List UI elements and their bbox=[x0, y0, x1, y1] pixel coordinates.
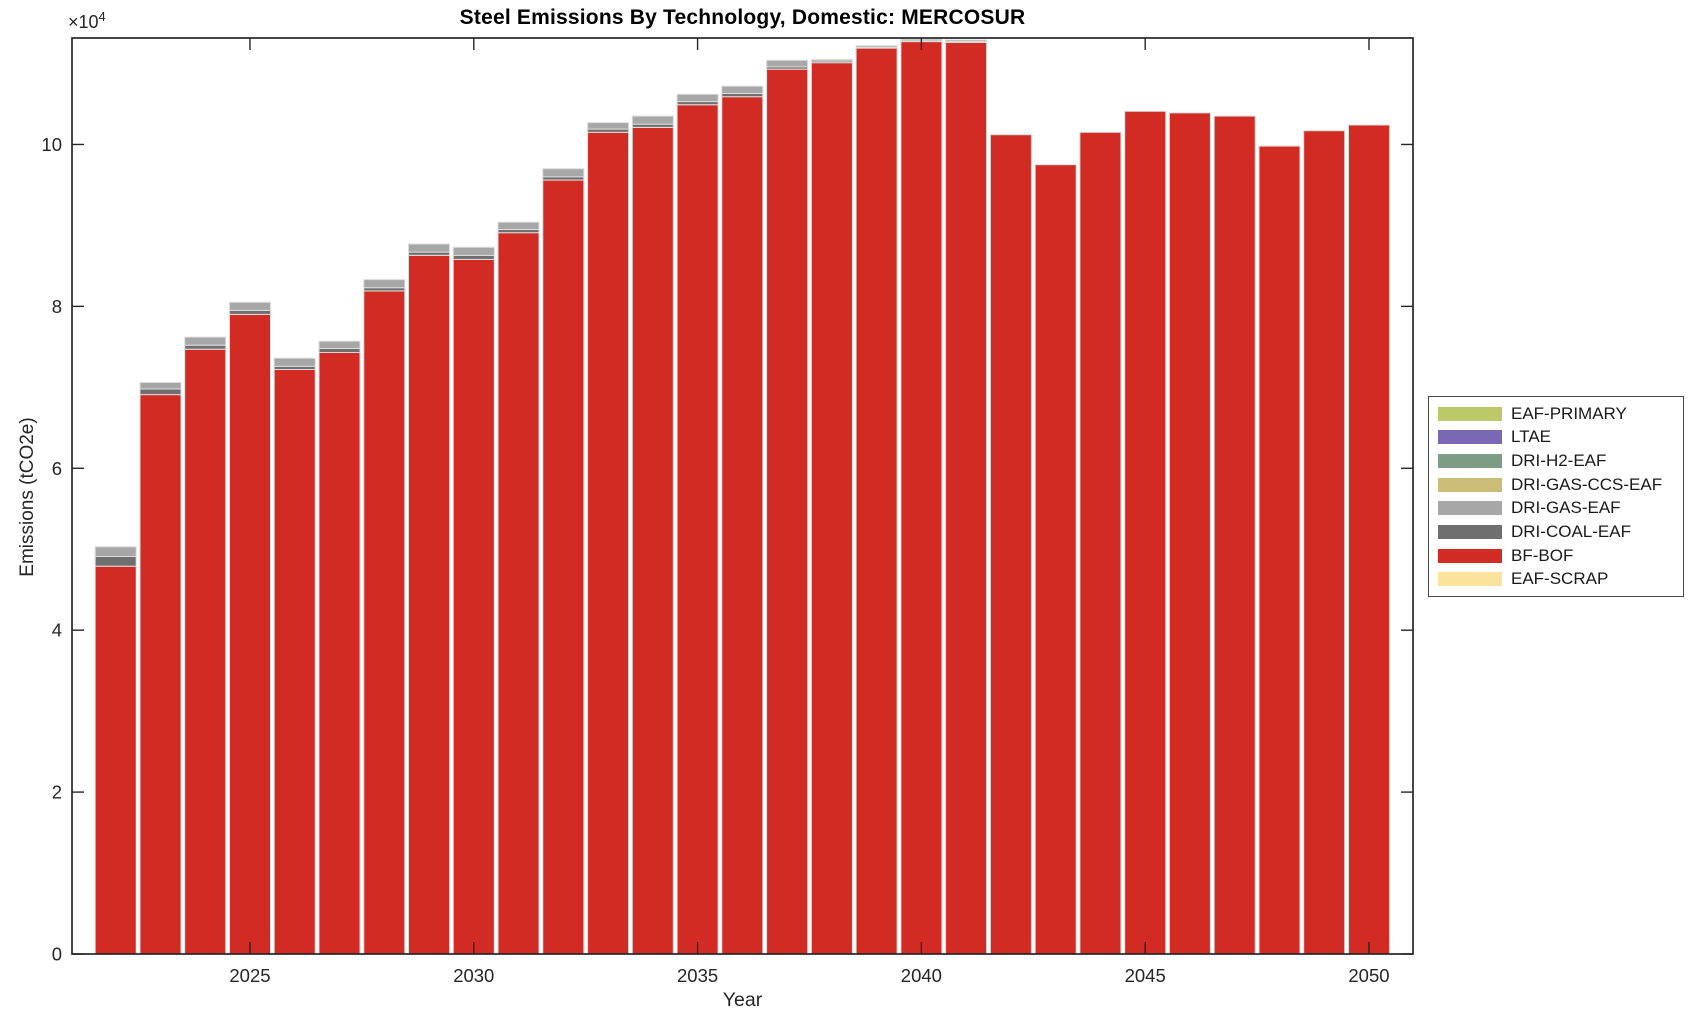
legend-item-eaf-primary: EAF-PRIMARY bbox=[1438, 402, 1683, 426]
bar-segment-bf-bof-2022 bbox=[94, 565, 137, 955]
bar-segment-bf-bof-2037 bbox=[766, 68, 809, 955]
bar-segment-dri-coal-eaf-2023 bbox=[139, 388, 182, 396]
bar-segment-bf-bof-2041 bbox=[945, 42, 988, 955]
legend-label: LTAE bbox=[1511, 427, 1551, 447]
bar-segment-bf-bof-2026 bbox=[273, 369, 316, 955]
y-axis-multiplier-base: ×10 bbox=[68, 12, 99, 32]
bar-segment-bf-bof-2049 bbox=[1303, 130, 1346, 955]
bar-segment-bf-bof-2038 bbox=[810, 62, 853, 955]
x-tick-label: 2050 bbox=[1348, 965, 1389, 986]
legend-label: BF-BOF bbox=[1511, 545, 1574, 565]
x-tick-label: 2035 bbox=[677, 965, 718, 986]
x-tick-label: 2045 bbox=[1125, 965, 1166, 986]
legend-label: DRI-GAS-CCS-EAF bbox=[1511, 474, 1663, 494]
bar-segment-bf-bof-2050 bbox=[1348, 124, 1390, 955]
bar-segment-bf-bof-2032 bbox=[542, 179, 585, 955]
x-tick-label: 2040 bbox=[901, 965, 942, 986]
legend-item-ltae: LTAE bbox=[1438, 426, 1683, 450]
bar-segment-bf-bof-2044 bbox=[1079, 131, 1122, 955]
chart-title: Steel Emissions By Technology, Domestic:… bbox=[459, 6, 1026, 29]
bar-segment-dri-gas-eaf-2030 bbox=[452, 246, 495, 256]
bar-segment-dri-coal-eaf-2027 bbox=[318, 348, 361, 353]
bar-segment-bf-bof-2028 bbox=[363, 290, 406, 955]
bar-segment-dri-gas-eaf-2038 bbox=[810, 59, 853, 62]
bar-segment-bf-bof-2043 bbox=[1034, 164, 1077, 955]
legend-swatch-eaf-primary bbox=[1438, 406, 1502, 421]
legend-item-dri-gas-eaf: DRI-GAS-EAF bbox=[1438, 497, 1683, 521]
bar-segment-dri-coal-eaf-2025 bbox=[229, 309, 271, 315]
bar-segment-dri-gas-eaf-2027 bbox=[318, 340, 361, 350]
y-axis-multiplier: ×104 bbox=[68, 9, 106, 33]
legend-label: DRI-GAS-EAF bbox=[1511, 498, 1621, 518]
bar-segment-bf-bof-2045 bbox=[1124, 110, 1167, 955]
bar-segment-dri-coal-eaf-2024 bbox=[184, 344, 227, 350]
axes-border bbox=[71, 37, 1414, 955]
legend-item-dri-gas-ccs-eaf: DRI-GAS-CCS-EAF bbox=[1438, 473, 1683, 497]
legend-item-dri-h2-eaf: DRI-H2-EAF bbox=[1438, 449, 1683, 473]
bar-segment-bf-bof-2042 bbox=[989, 134, 1032, 955]
y-tick-label: 2 bbox=[52, 782, 62, 803]
x-axis-label: Year bbox=[722, 989, 763, 1011]
y-tick-label: 4 bbox=[52, 620, 62, 641]
bar-segment-dri-gas-eaf-2037 bbox=[766, 59, 809, 68]
bar-segment-bf-bof-2034 bbox=[631, 127, 674, 955]
bar-segment-bf-bof-2030 bbox=[452, 258, 495, 955]
bar-segment-dri-gas-eaf-2041 bbox=[945, 39, 988, 43]
legend-label: EAF-PRIMARY bbox=[1511, 403, 1627, 423]
bar-segment-bf-bof-2048 bbox=[1258, 145, 1301, 955]
y-tick-label: 0 bbox=[52, 944, 62, 965]
legend: EAF-PRIMARY LTAE DRI-H2-EAF DRI-GAS-CCS-EAF… bbox=[1428, 396, 1684, 597]
bar-segment-bf-bof-2046 bbox=[1168, 112, 1211, 955]
bar-segment-dri-gas-eaf-2035 bbox=[676, 93, 719, 103]
legend-swatch-dri-gas-eaf bbox=[1438, 501, 1502, 516]
legend-swatch-ltae bbox=[1438, 430, 1502, 445]
legend-label: DRI-H2-EAF bbox=[1511, 451, 1607, 471]
bar-segment-dri-gas-eaf-2026 bbox=[273, 357, 316, 367]
bar-segment-bf-bof-2040 bbox=[900, 41, 943, 955]
legend-item-bf-bof: BF-BOF bbox=[1438, 544, 1683, 568]
legend-label: DRI-COAL-EAF bbox=[1511, 521, 1631, 541]
bar-segment-dri-gas-eaf-2024 bbox=[184, 336, 227, 346]
legend-swatch-eaf-scrap bbox=[1438, 572, 1502, 587]
y-tick-label: 8 bbox=[52, 296, 62, 317]
y-tick-label: 6 bbox=[52, 458, 62, 479]
legend-swatch-dri-h2-eaf bbox=[1438, 454, 1502, 469]
bar-segment-bf-bof-2029 bbox=[408, 254, 450, 955]
y-axis-multiplier-exponent: 4 bbox=[98, 9, 106, 24]
bar-segment-bf-bof-2035 bbox=[676, 104, 719, 955]
legend-label: EAF-SCRAP bbox=[1511, 569, 1609, 589]
legend-swatch-dri-gas-ccs-eaf bbox=[1438, 477, 1502, 492]
bar-segment-bf-bof-2033 bbox=[587, 131, 630, 955]
bar-segment-bf-bof-2024 bbox=[184, 348, 227, 955]
bar-segment-dri-gas-eaf-2033 bbox=[587, 122, 630, 130]
bar-segment-dri-coal-eaf-2022 bbox=[94, 556, 137, 567]
bar-segment-bf-bof-2036 bbox=[721, 96, 764, 955]
x-tick-label: 2025 bbox=[229, 965, 270, 986]
bar-segment-dri-gas-eaf-2031 bbox=[497, 221, 540, 230]
bar-segment-bf-bof-2023 bbox=[139, 394, 182, 955]
bar-segment-dri-gas-eaf-2029 bbox=[408, 243, 450, 253]
x-tick-label: 2030 bbox=[453, 965, 494, 986]
bar-segment-bf-bof-2031 bbox=[497, 232, 540, 955]
bar-segment-bf-bof-2027 bbox=[318, 352, 361, 955]
bar-segment-dri-gas-eaf-2028 bbox=[363, 279, 406, 289]
bar-segment-dri-gas-eaf-2025 bbox=[229, 301, 271, 311]
legend-item-dri-coal-eaf: DRI-COAL-EAF bbox=[1438, 520, 1683, 544]
bar-segment-dri-coal-eaf-2030 bbox=[452, 254, 495, 260]
bar-segment-dri-gas-eaf-2023 bbox=[139, 382, 182, 390]
bar-segment-bf-bof-2025 bbox=[229, 314, 271, 955]
legend-swatch-bf-bof bbox=[1438, 548, 1502, 563]
bar-segment-bf-bof-2047 bbox=[1213, 115, 1256, 955]
bar-segment-dri-gas-eaf-2022 bbox=[94, 546, 137, 557]
y-tick-label: 10 bbox=[41, 134, 62, 155]
legend-swatch-dri-coal-eaf bbox=[1438, 524, 1502, 539]
bar-segment-dri-gas-eaf-2039 bbox=[855, 45, 898, 48]
bar-segment-bf-bof-2039 bbox=[855, 47, 898, 955]
legend-item-eaf-scrap: EAF-SCRAP bbox=[1438, 567, 1683, 591]
bar-segment-dri-gas-eaf-2032 bbox=[542, 168, 585, 178]
bar-segment-dri-gas-eaf-2036 bbox=[721, 85, 764, 94]
bar-segment-dri-gas-eaf-2034 bbox=[631, 115, 674, 125]
